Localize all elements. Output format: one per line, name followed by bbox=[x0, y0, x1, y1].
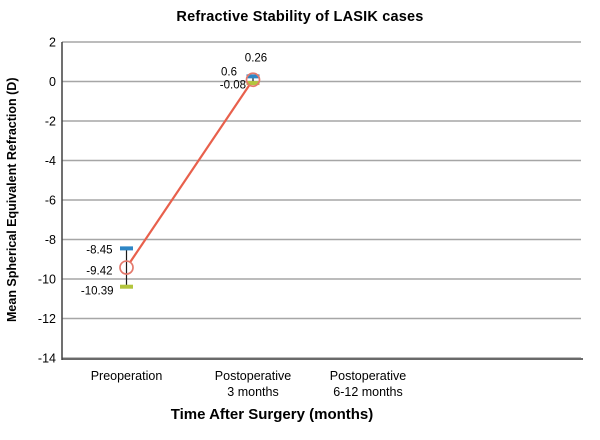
y-tick-label: 0 bbox=[49, 75, 56, 89]
y-tick-label: -12 bbox=[38, 312, 56, 326]
x-axis-title: Time After Surgery (months) bbox=[170, 406, 374, 423]
x-category-label: Postoperative 6-12 months bbox=[330, 369, 406, 399]
y-tick-label: -4 bbox=[45, 154, 56, 168]
data-label: -10.39 bbox=[81, 286, 114, 298]
chart-title: Refractive Stability of LASIK cases bbox=[176, 9, 424, 25]
y-tick-label: -10 bbox=[38, 273, 56, 287]
data-label: -8.45 bbox=[86, 244, 112, 256]
data-label: -9.42 bbox=[86, 266, 112, 278]
y-tick-label: -6 bbox=[45, 194, 56, 208]
x-category-label: Preoperation bbox=[91, 369, 163, 383]
series-line bbox=[129, 84, 251, 263]
data-label: -0.08 bbox=[220, 80, 246, 92]
data-label: 0.6 bbox=[221, 67, 237, 79]
data-point-marker bbox=[119, 260, 134, 275]
y-tick-label: -14 bbox=[38, 352, 56, 366]
y-tick-label: -8 bbox=[45, 233, 56, 247]
error-bar-lower-cap bbox=[246, 81, 260, 86]
error-bar-lower-cap bbox=[120, 284, 133, 289]
x-category-label: Postoperative 3 months bbox=[215, 369, 291, 399]
data-point-marker bbox=[245, 72, 261, 88]
error-bar-upper-cap bbox=[120, 246, 133, 251]
error-bar-upper-cap bbox=[246, 74, 260, 79]
y-tick-label: -2 bbox=[45, 115, 56, 129]
data-label: 0.26 bbox=[245, 52, 267, 64]
y-tick-label: 2 bbox=[49, 36, 56, 50]
